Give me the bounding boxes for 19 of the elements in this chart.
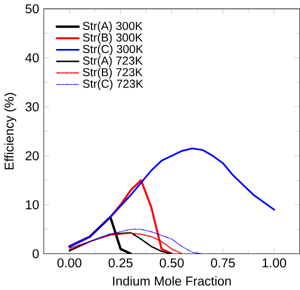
y-tick-label: 30 [26, 102, 39, 112]
legend-label: Str(A) 723K [82, 56, 143, 68]
y-tick-label: 50 [26, 4, 39, 14]
legend-label: Str(B) 300K [82, 33, 143, 44]
x-tick-label: 0.25 [108, 258, 133, 268]
legend-label: Str(B) 723K [82, 68, 143, 79]
legend-label: Str(C) 300K [82, 44, 144, 56]
y-tick-label: 0 [32, 249, 39, 258]
x-axis-title: Indium Mole Fraction [113, 276, 231, 286]
y-tick-label: 10 [26, 200, 39, 210]
x-tick-label: 0.75 [210, 258, 235, 268]
y-tick-label: 40 [25, 53, 39, 62]
legend-label: Str(C) 723K [82, 79, 144, 90]
y-axis-title: Efficiency (%) [4, 93, 16, 170]
x-tick-label: 1.00 [262, 258, 286, 268]
y-tick-label: 20 [26, 151, 39, 160]
x-tick-label: 0.00 [57, 258, 82, 268]
legend-label: Str(A) 300K [82, 22, 143, 32]
x-tick-label: 0.50 [160, 258, 184, 268]
